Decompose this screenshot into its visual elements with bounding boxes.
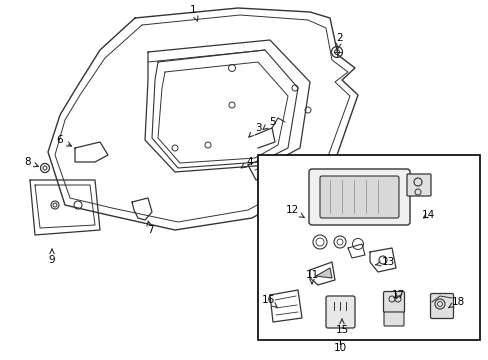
Text: 13: 13 xyxy=(375,257,394,267)
Text: 7: 7 xyxy=(146,221,153,235)
Polygon shape xyxy=(315,268,331,278)
Text: 9: 9 xyxy=(49,249,55,265)
Text: 10: 10 xyxy=(333,343,346,353)
Text: 18: 18 xyxy=(447,297,464,308)
Text: 8: 8 xyxy=(24,157,38,167)
FancyBboxPatch shape xyxy=(319,176,398,218)
FancyBboxPatch shape xyxy=(383,312,403,326)
Text: 17: 17 xyxy=(390,290,404,300)
Text: 12: 12 xyxy=(285,205,304,217)
Text: 11: 11 xyxy=(305,270,318,284)
Text: 4: 4 xyxy=(241,157,253,168)
FancyBboxPatch shape xyxy=(429,293,452,319)
Text: 5: 5 xyxy=(263,117,275,130)
Text: 14: 14 xyxy=(421,210,434,220)
FancyBboxPatch shape xyxy=(325,296,354,328)
FancyBboxPatch shape xyxy=(406,174,430,196)
Text: 1: 1 xyxy=(189,5,198,21)
Text: 6: 6 xyxy=(57,135,71,146)
FancyBboxPatch shape xyxy=(308,169,409,225)
FancyBboxPatch shape xyxy=(383,292,404,312)
Bar xyxy=(258,155,479,340)
Text: 3: 3 xyxy=(248,123,261,137)
Text: 2: 2 xyxy=(336,33,343,49)
Text: 16: 16 xyxy=(261,295,277,307)
Text: 15: 15 xyxy=(335,319,348,335)
